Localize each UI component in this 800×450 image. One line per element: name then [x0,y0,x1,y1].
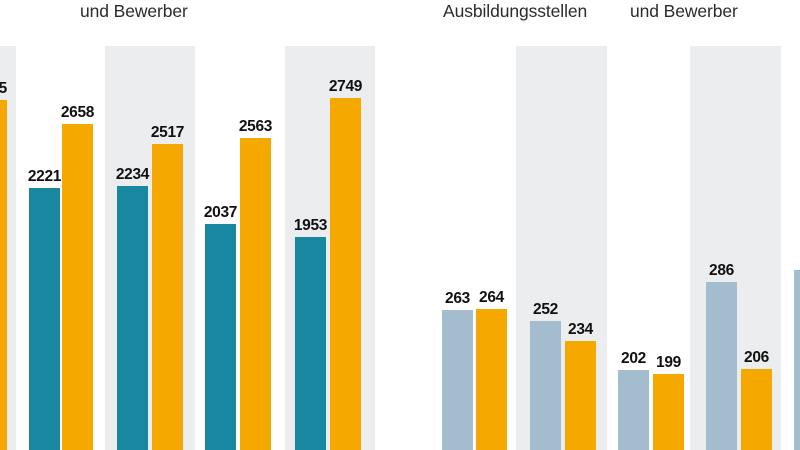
bar-label-left-g4-ausbildungsstellen: 1953 [293,217,328,234]
bar-label-left-g0-bewerber: 5 [0,80,7,97]
left-chart-heading: und Bewerber [80,1,188,21]
bar-right-g1-ausbildungsstellen [442,310,473,450]
right-chart-panel: Ausbildungsstellen und Bewerber 263 264 … [400,0,800,450]
bar-label-right-g2-bewerber: 234 [568,321,593,338]
bar-right-g3-ausbildungsstellen [618,370,649,450]
bar-label-right-g3-bewerber: 199 [656,354,681,371]
bar-label-right-g2-ausbildungsstellen: 252 [533,301,558,318]
bar-label-right-g4-ausbildungsstellen: 286 [709,262,734,279]
bar-label-left-g1-bewerber: 2658 [60,104,95,121]
bar-label-left-g1-ausbildungsstellen: 2221 [27,168,62,185]
bar-left-g0-bewerber [0,100,7,450]
bar-label-left-g3-ausbildungsstellen: 2037 [203,204,238,221]
bar-label-left-g4-bewerber: 2749 [328,78,363,95]
bar-right-g5-ausbildungsstellen-cropped [794,270,800,450]
bar-right-g4-ausbildungsstellen [706,282,737,450]
bar-right-g2-bewerber [565,341,596,450]
bar-left-g4-bewerber [330,98,361,450]
bar-right-g4-bewerber [741,369,772,450]
bar-left-g2-bewerber [152,144,183,450]
bar-left-g3-bewerber [240,138,271,450]
bar-left-g2-ausbildungsstellen [117,186,148,450]
bar-left-g1-bewerber [62,124,93,450]
bar-right-g3-bewerber [653,374,684,450]
bar-label-right-g4-bewerber: 206 [744,349,769,366]
bar-right-g2-ausbildungsstellen [530,321,561,450]
bar-label-left-g2-bewerber: 2517 [150,124,185,141]
right-chart-heading-line1: Ausbildungsstellen [443,1,588,21]
bar-label-left-g3-bewerber: 2563 [238,118,273,135]
left-chart-panel: und Bewerber 5 2221 2658 2234 2517 2037 … [0,1,375,450]
bar-left-g4-ausbildungsstellen [295,237,326,450]
bar-label-left-g2-ausbildungsstellen: 2234 [115,166,150,183]
right-chart-heading-line2: und Bewerber [630,1,738,21]
bar-right-g1-bewerber [476,309,507,450]
bar-left-g1-ausbildungsstellen [29,188,60,450]
bar-left-g3-ausbildungsstellen [205,224,236,450]
bar-label-right-g1-ausbildungsstellen: 263 [445,290,470,307]
bar-label-right-g1-bewerber: 264 [479,289,504,306]
bar-label-right-g3-ausbildungsstellen: 202 [621,350,646,367]
